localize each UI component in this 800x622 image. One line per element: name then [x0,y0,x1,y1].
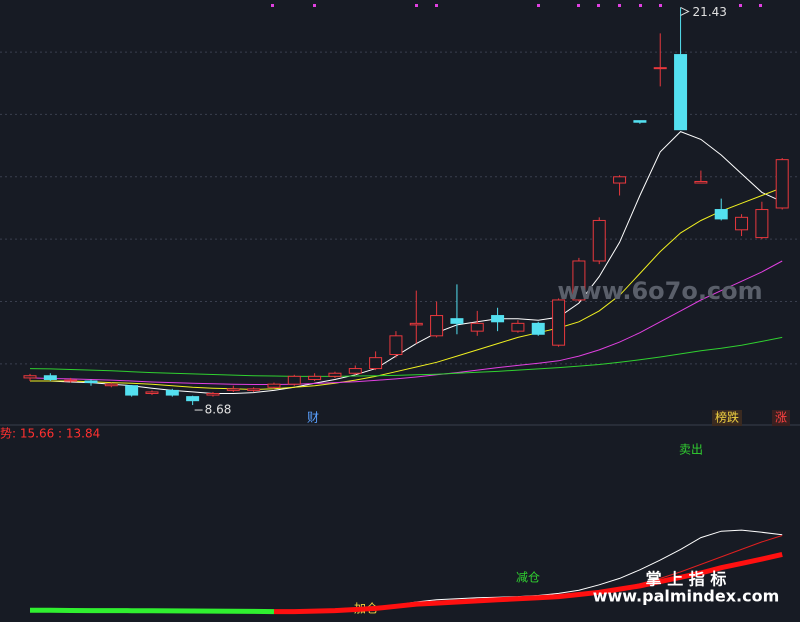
price-label: 8.68 [205,403,232,417]
line [30,131,783,394]
candle-body [409,322,423,326]
candle-body [287,375,301,385]
candle-body [552,299,566,346]
watermark: www.palmindex.com [593,587,780,606]
candle-body [491,315,505,323]
candle-body [735,216,749,231]
candle-body [247,388,261,391]
candle-body [470,322,484,332]
indicator-legend: 趋势: 15.66 : 13.84 [0,427,100,441]
candle-body [328,372,342,377]
candle-body [653,67,667,70]
candle-body [389,335,403,356]
candle-body [592,219,606,262]
candle-body [267,383,281,388]
annotation: 榜跌 [715,410,739,425]
candle-body [104,383,118,387]
candle-body [43,375,57,380]
marks: 21.43 8.68 [0,5,800,615]
candle-body [84,380,98,384]
candle-body [531,322,545,335]
top-markers [271,4,762,7]
annotation: 卖出 [679,443,703,457]
line [274,551,783,615]
candle-body [430,315,444,337]
candle-body [186,396,200,402]
candle-body [348,368,362,374]
candle-body [64,379,78,382]
annotation-box [712,410,742,426]
candle-body [633,120,647,123]
watermark: 掌 上 指 标 [646,570,727,589]
annotation: 财 [307,411,319,425]
candle-body [308,375,322,380]
candle-body [511,322,525,332]
line [30,607,275,615]
watermark: www.6o7o.com [557,277,762,305]
candle-body [165,389,179,396]
candle-body [572,260,586,301]
annotation: 涨 [775,410,787,425]
candle-body [775,159,789,209]
candle-body [674,54,688,131]
line [29,336,783,377]
candle-body [613,176,627,184]
candle-body [226,388,240,391]
candle-body [694,180,708,184]
annotation: 减仓 [516,571,540,585]
candle-body [145,391,159,395]
label-pointer [680,7,690,16]
candle-body [714,209,728,220]
line [29,260,783,385]
annotation-box [772,410,790,426]
candle-body [450,318,464,324]
candle-body [369,357,383,370]
line [30,187,783,391]
candle-body [755,209,769,239]
candle-body [206,393,220,396]
candle-body [23,375,37,379]
candle-body [125,385,139,396]
price-label: 21.43 [693,5,727,19]
